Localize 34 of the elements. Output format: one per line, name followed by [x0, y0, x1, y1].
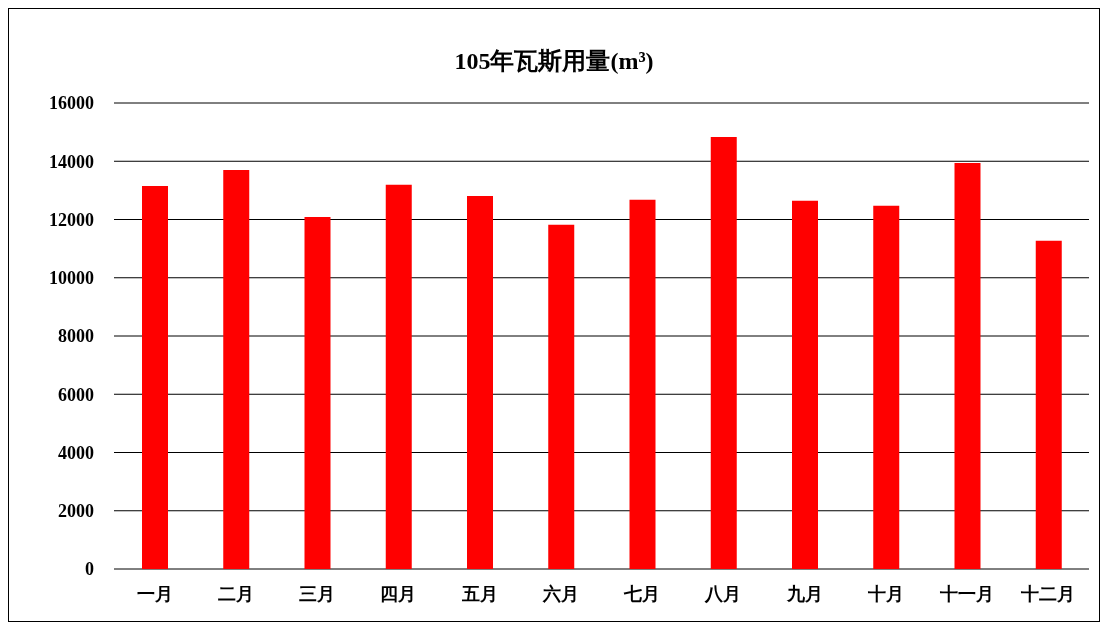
bar	[792, 200, 818, 569]
x-tick-label: 十月	[866, 583, 904, 604]
bar	[873, 205, 900, 569]
bar	[954, 163, 981, 569]
y-tick-label: 16000	[49, 93, 94, 114]
y-tick-label: 12000	[49, 209, 94, 230]
bar	[629, 199, 656, 569]
y-tick-label: 2000	[58, 501, 94, 522]
bar	[548, 224, 575, 569]
x-tick-label: 六月	[541, 583, 579, 604]
x-tick-label: 十二月	[1020, 583, 1076, 604]
bar	[142, 186, 168, 569]
x-tick-label: 九月	[785, 583, 823, 604]
chart-title: 105年瓦斯用量(m³)	[453, 47, 655, 76]
y-tick-label: 8000	[58, 326, 94, 347]
x-tick-label: 十一月	[939, 583, 995, 604]
y-tick-label: 0	[85, 559, 94, 580]
y-tick-label: 4000	[58, 442, 94, 463]
bar	[710, 137, 737, 569]
bar	[385, 184, 412, 569]
x-tick-label: 一月	[136, 583, 173, 604]
bar	[1035, 240, 1062, 569]
x-tick-label: 五月	[460, 583, 498, 604]
y-tick-label: 10000	[49, 268, 94, 289]
bar	[223, 169, 250, 569]
x-tick-label: 三月	[299, 583, 336, 604]
y-tick-label: 6000	[58, 384, 94, 405]
x-tick-label: 二月	[217, 583, 254, 604]
x-tick-label: 七月	[623, 583, 661, 604]
x-tick-label: 八月	[704, 583, 742, 604]
y-tick-label: 14000	[49, 151, 94, 172]
bar	[467, 195, 493, 569]
x-tick-label: 四月	[380, 583, 417, 604]
bar	[304, 216, 331, 569]
